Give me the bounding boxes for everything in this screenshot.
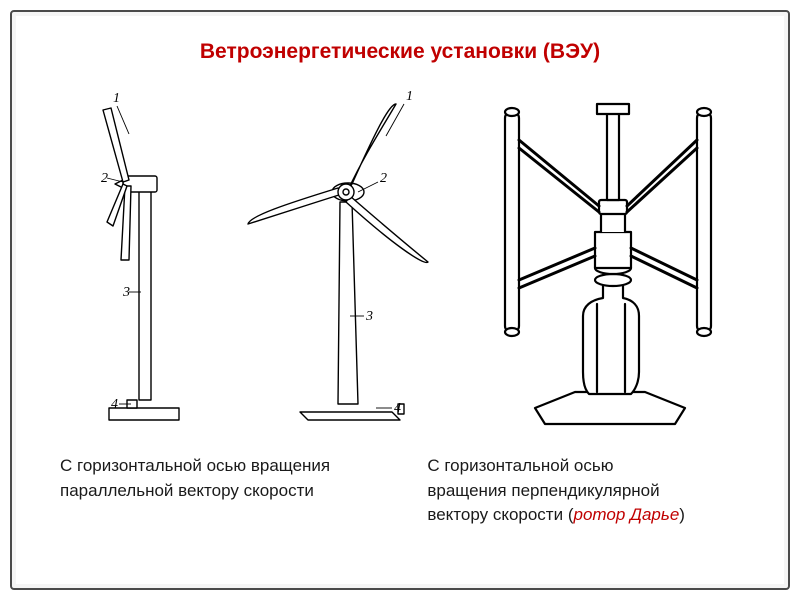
captions-row: С горизонтальной осью вращения параллель… xyxy=(52,454,748,528)
hawt-front-svg: 1 2 3 4 xyxy=(230,82,450,432)
slide-inner-frame: Ветроэнергетические установки (ВЭУ) xyxy=(10,10,790,590)
figure-hawt-front: 1 2 3 4 xyxy=(230,82,450,432)
caption-right-line3-post: ) xyxy=(679,505,685,524)
caption-right-line1: С горизонтальной осью xyxy=(427,456,613,475)
caption-left: С горизонтальной осью вращения параллель… xyxy=(52,454,427,528)
caption-left-line2: параллельной вектору скорости xyxy=(60,481,314,500)
caption-left-line1: С горизонтальной осью вращения xyxy=(60,456,330,475)
hawt-side-svg: 1 2 3 4 xyxy=(65,82,205,432)
figures-row: 1 2 3 4 xyxy=(52,82,748,432)
caption-right-line2: вращения перпендикулярной xyxy=(427,481,659,500)
label-4: 4 xyxy=(394,401,401,416)
slide-title: Ветроэнергетические установки (ВЭУ) xyxy=(52,40,748,64)
label-1: 1 xyxy=(406,89,413,104)
label-3: 3 xyxy=(122,285,130,300)
label-3: 3 xyxy=(365,309,373,324)
label-2: 2 xyxy=(101,171,108,186)
caption-right-line3-pre: вектору скорости ( xyxy=(427,505,573,524)
label-2: 2 xyxy=(380,171,387,186)
figure-darrieus xyxy=(475,82,735,432)
slide-outer-frame: Ветроэнергетические установки (ВЭУ) xyxy=(0,0,800,600)
caption-right-rotor: ротор Дарье xyxy=(573,505,679,524)
caption-right: С горизонтальной осью вращения перпендик… xyxy=(427,454,748,528)
figure-hawt-side: 1 2 3 4 xyxy=(65,82,205,432)
darrieus-svg xyxy=(475,82,735,432)
label-4: 4 xyxy=(111,397,118,412)
label-1: 1 xyxy=(113,91,120,106)
